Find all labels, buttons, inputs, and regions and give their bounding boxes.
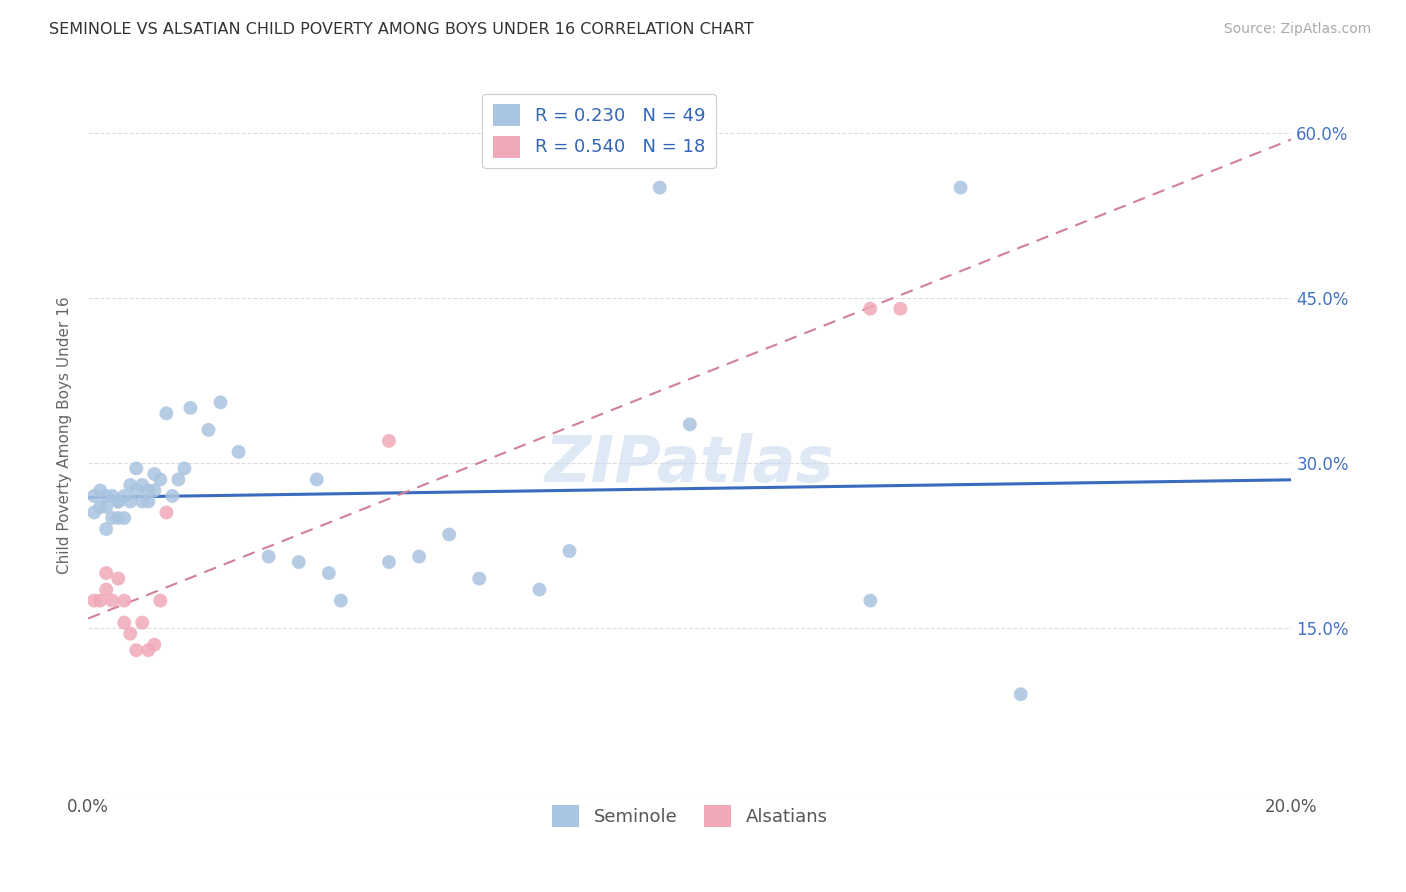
Y-axis label: Child Poverty Among Boys Under 16: Child Poverty Among Boys Under 16	[58, 296, 72, 574]
Point	[648, 180, 671, 194]
Point	[107, 494, 129, 508]
Point	[96, 500, 118, 514]
Point	[83, 489, 105, 503]
Point	[101, 489, 124, 503]
Point	[889, 301, 911, 316]
Point	[120, 494, 142, 508]
Point	[107, 511, 129, 525]
Point	[131, 478, 153, 492]
Point	[136, 643, 159, 657]
Point	[859, 301, 882, 316]
Point	[468, 572, 491, 586]
Point	[167, 473, 190, 487]
Text: ZIPatlas: ZIPatlas	[546, 433, 835, 495]
Point	[101, 593, 124, 607]
Point	[112, 615, 135, 630]
Point	[437, 527, 460, 541]
Point	[96, 489, 118, 503]
Point	[173, 461, 195, 475]
Point	[131, 494, 153, 508]
Text: SEMINOLE VS ALSATIAN CHILD POVERTY AMONG BOYS UNDER 16 CORRELATION CHART: SEMINOLE VS ALSATIAN CHILD POVERTY AMONG…	[49, 22, 754, 37]
Point	[287, 555, 309, 569]
Point	[112, 489, 135, 503]
Point	[949, 180, 972, 194]
Point	[318, 566, 340, 580]
Point	[96, 522, 118, 536]
Point	[120, 478, 142, 492]
Point	[112, 511, 135, 525]
Point	[125, 461, 148, 475]
Legend: Seminole, Alsatians: Seminole, Alsatians	[544, 798, 835, 834]
Point	[112, 593, 135, 607]
Text: Source: ZipAtlas.com: Source: ZipAtlas.com	[1223, 22, 1371, 37]
Point	[679, 417, 702, 432]
Point	[155, 506, 177, 520]
Point	[408, 549, 430, 564]
Point	[96, 566, 118, 580]
Point	[89, 483, 111, 498]
Point	[155, 406, 177, 420]
Point	[107, 494, 129, 508]
Point	[209, 395, 232, 409]
Point	[89, 500, 111, 514]
Point	[120, 626, 142, 640]
Point	[125, 643, 148, 657]
Point	[143, 483, 166, 498]
Point	[378, 434, 401, 448]
Point	[162, 489, 184, 503]
Point	[558, 544, 581, 558]
Point	[149, 593, 172, 607]
Point	[378, 555, 401, 569]
Point	[131, 615, 153, 630]
Point	[329, 593, 352, 607]
Point	[83, 506, 105, 520]
Point	[136, 494, 159, 508]
Point	[89, 593, 111, 607]
Point	[83, 593, 105, 607]
Point	[228, 445, 250, 459]
Point	[305, 473, 328, 487]
Point	[859, 593, 882, 607]
Point	[179, 401, 201, 415]
Point	[197, 423, 219, 437]
Point	[96, 582, 118, 597]
Point	[529, 582, 551, 597]
Point	[143, 467, 166, 481]
Point	[143, 638, 166, 652]
Point	[257, 549, 280, 564]
Point	[101, 511, 124, 525]
Point	[136, 483, 159, 498]
Point	[125, 483, 148, 498]
Point	[149, 473, 172, 487]
Point	[1010, 687, 1032, 701]
Point	[107, 572, 129, 586]
